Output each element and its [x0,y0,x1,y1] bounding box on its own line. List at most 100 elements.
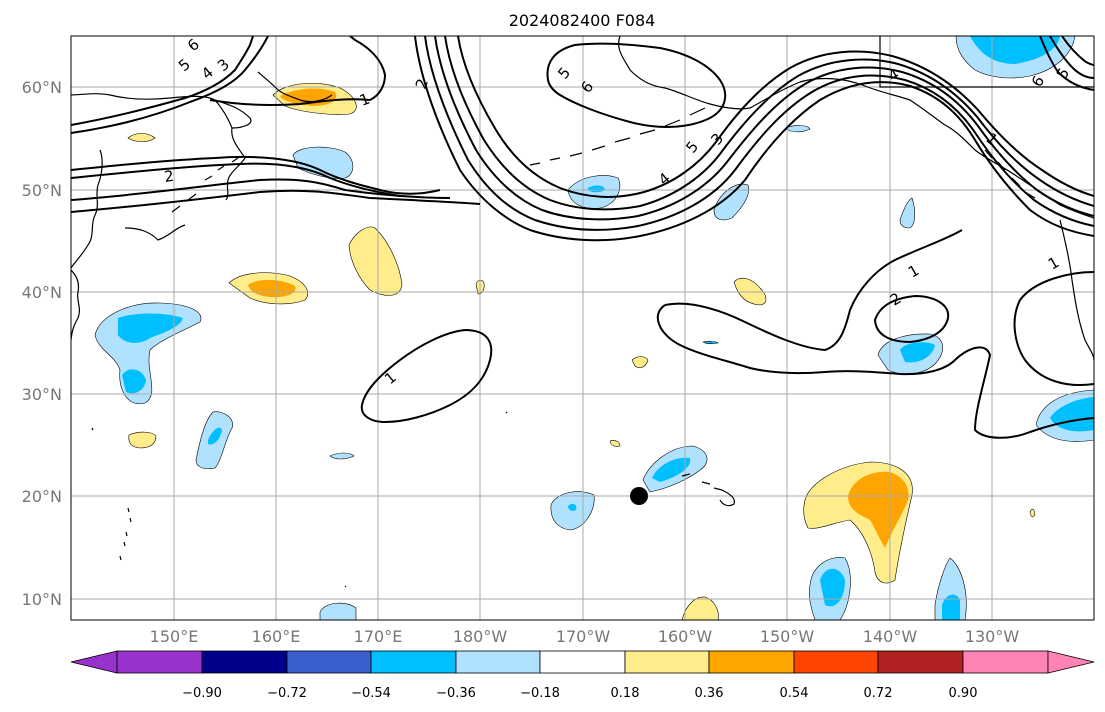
map-area: 6 5 4 3 2 1 2 5 6 4 5 3 4 1 6 5 1 1 2 1 [71,36,1094,620]
contour-line [546,42,727,128]
contour-line [1061,36,1094,66]
shade-neg-core [942,594,960,620]
colorbar-tick-label: 0.18 [611,686,640,701]
lon-label: 170°E [354,627,403,646]
colorbar-segment [286,650,372,674]
coastline-aleutians [529,107,706,166]
colorbar-segment [708,650,795,674]
contour-line [1013,271,1094,386]
shade-neg-core [208,427,222,445]
shade-neg-core [900,342,935,363]
contour-line [71,189,481,213]
contour-line [424,36,1094,231]
latitude-labels: 60°N 50°N 40°N 30°N 20°N 10°N [22,78,62,609]
shade-neg-core [652,457,691,482]
coastline-bc-islands [984,149,1036,199]
contour-line [71,36,269,134]
contour-line [656,304,1094,439]
colorbar-ticks: −0.90 −0.72 −0.54 −0.36 −0.18 0.18 0.36 … [182,686,977,701]
contour-label: 2 [163,167,175,186]
lat-label: 40°N [22,283,62,302]
shade-neg-region [702,341,719,344]
coastline-asia [71,93,252,201]
shade-pos-region [1029,508,1036,518]
shade-neg-core [568,503,577,511]
colorbar-tick-label: −0.72 [267,686,307,701]
contour-line [444,36,1094,211]
colorbar-segment [793,650,879,674]
lat-label: 60°N [22,78,62,97]
lon-label: 150°E [150,627,199,646]
coastline-honshu [124,224,186,241]
lon-label: 170°W [556,627,611,646]
contour-line [1039,36,1094,91]
shade-neg-region [785,125,811,133]
coastline-nw-us [1059,219,1094,361]
colorbar-tick-label: −0.36 [436,686,476,701]
lon-label: 130°W [965,627,1020,646]
contour-line [71,162,401,197]
longitude-labels: 150°E 160°E 170°E 180°W 170°W 160°W 150°… [150,627,1020,646]
contour-line [1049,36,1094,79]
contour-line [873,294,950,344]
contour-line [71,155,441,195]
colorbar-tick-label: 0.36 [695,686,724,701]
colorbar-segment [877,650,964,674]
lat-label: 20°N [22,487,62,506]
shade-neg-core [118,313,183,343]
lat-label: 10°N [22,590,62,609]
storm-center-marker [630,487,648,505]
shade-neg-region [899,197,916,229]
coastline-islands [119,507,132,561]
shade-pos-region [681,596,719,620]
colorbar-segment [201,650,288,674]
lon-label: 150°W [760,627,815,646]
colorbar-segment [370,650,457,674]
shade-pos-core [848,471,909,548]
contour-line [360,328,493,424]
shade-neg-region [329,452,355,460]
colorbar-tick-label: 0.72 [864,686,893,701]
shade-neg-core [820,568,845,607]
contour-lines [71,36,1094,439]
shade-pos-region [128,431,157,449]
colorbar-tick-label: −0.54 [351,686,391,701]
lon-label: 140°W [863,627,918,646]
colorbar-tick-label: 0.54 [780,686,809,701]
colorbar-segment [624,650,710,674]
shade-neg-core [122,369,146,394]
shade-pos-region [631,356,649,369]
contour-line [71,36,254,126]
shade-neg-region [319,602,357,620]
contour-line [209,36,387,106]
coastline-okhotsk [214,99,233,129]
contour-line [434,36,1094,221]
coastline-hawaii [681,473,735,507]
lon-label: 180°W [453,627,508,646]
colorbar-tick-label: 0.90 [949,686,978,701]
lat-label: 30°N [22,385,62,404]
shade-pos-region [609,440,621,447]
colorbar [70,650,1095,674]
coastline-islands [91,411,508,588]
colorbar-segment [116,650,203,674]
colorbar-segment [539,650,626,674]
colorbar-extend-high [1047,650,1095,674]
contour-line [71,178,451,201]
colorbar-extend-low [70,650,118,674]
lat-label: 50°N [22,181,62,200]
map-title: 2024082400 F084 [509,11,656,30]
map-frame [70,35,1095,621]
lon-label: 160°W [658,627,713,646]
colorbar-segment [455,650,541,674]
contour-line [414,36,1094,242]
coastline-alaska [618,36,1094,219]
contour-line [457,36,1094,198]
lon-label: 160°E [252,627,301,646]
coastline-kuril [171,157,239,213]
contour-line [664,229,963,352]
colorbar-tick-label: −0.90 [182,686,222,701]
colorbar-tick-label: −0.18 [520,686,560,701]
shade-pos-core [248,279,296,298]
